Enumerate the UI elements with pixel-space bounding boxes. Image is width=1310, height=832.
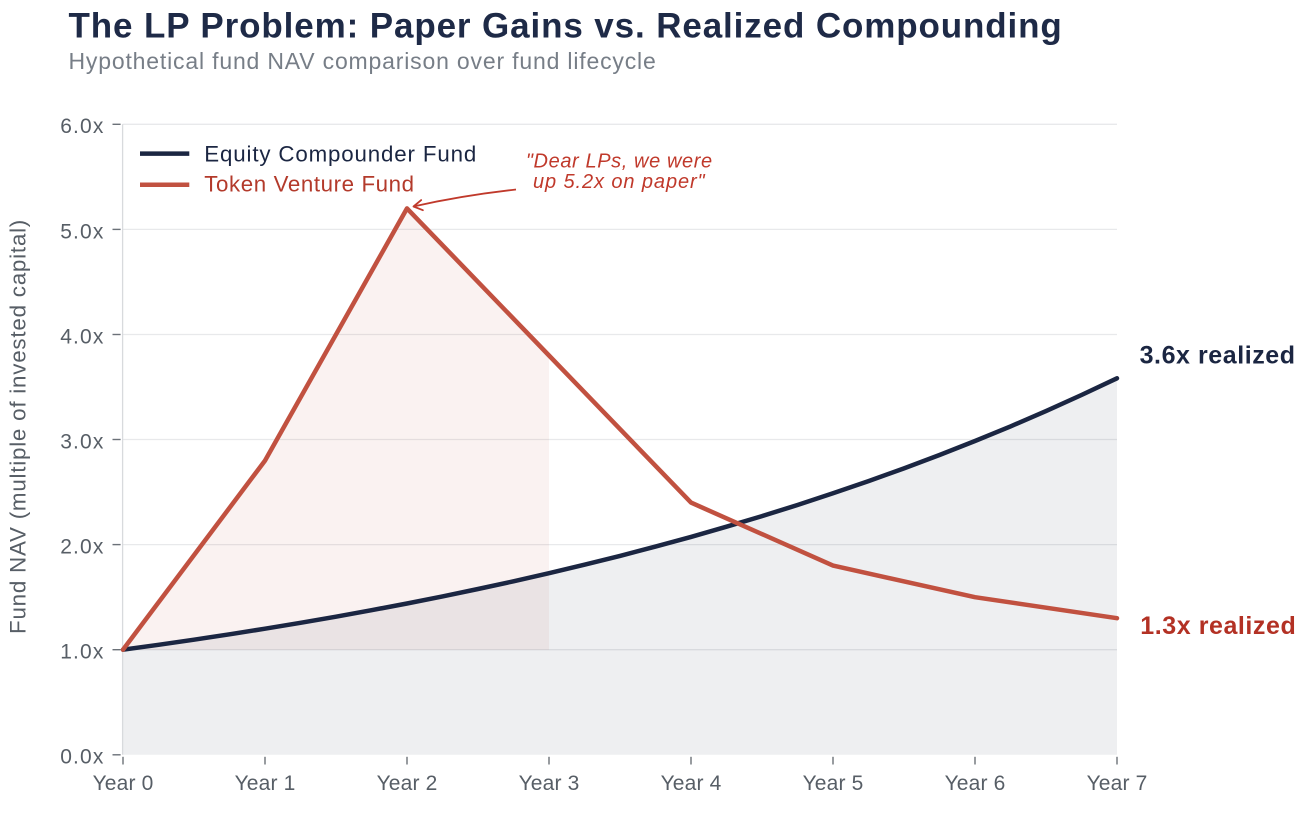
svg-text:0.0x: 0.0x [60, 746, 104, 769]
svg-text:Year 3: Year 3 [519, 772, 580, 795]
svg-text:6.0x: 6.0x [60, 115, 104, 138]
svg-text:Equity Compounder Fund: Equity Compounder Fund [204, 141, 477, 166]
svg-text:1.3x realized: 1.3x realized [1140, 612, 1296, 640]
svg-text:Token Venture Fund: Token Venture Fund [204, 172, 414, 197]
svg-text:Fund NAV (multiple of invested: Fund NAV (multiple of invested capital) [5, 219, 30, 634]
svg-text:Hypothetical fund NAV comparis: Hypothetical fund NAV comparison over fu… [69, 48, 657, 74]
svg-text:The LP Problem: Paper Gains vs: The LP Problem: Paper Gains vs. Realized… [69, 7, 1063, 46]
svg-text:Year 5: Year 5 [803, 772, 864, 795]
svg-text:5.0x: 5.0x [60, 220, 104, 243]
svg-text:3.0x: 3.0x [60, 430, 104, 453]
svg-text:1.0x: 1.0x [60, 641, 104, 664]
svg-text:Year 7: Year 7 [1087, 772, 1148, 795]
svg-text:Year 1: Year 1 [235, 772, 296, 795]
svg-text:Year 2: Year 2 [377, 772, 438, 795]
svg-text:4.0x: 4.0x [60, 325, 104, 348]
svg-text:2.0x: 2.0x [60, 536, 104, 559]
svg-text:3.6x realized: 3.6x realized [1140, 341, 1296, 369]
svg-text:Year 4: Year 4 [661, 772, 722, 795]
svg-text:up 5.2x on paper": up 5.2x on paper" [533, 171, 706, 193]
svg-text:Year 6: Year 6 [945, 772, 1006, 795]
svg-text:Year 0: Year 0 [93, 772, 154, 795]
svg-text:"Dear LPs, we were: "Dear LPs, we were [526, 150, 713, 172]
